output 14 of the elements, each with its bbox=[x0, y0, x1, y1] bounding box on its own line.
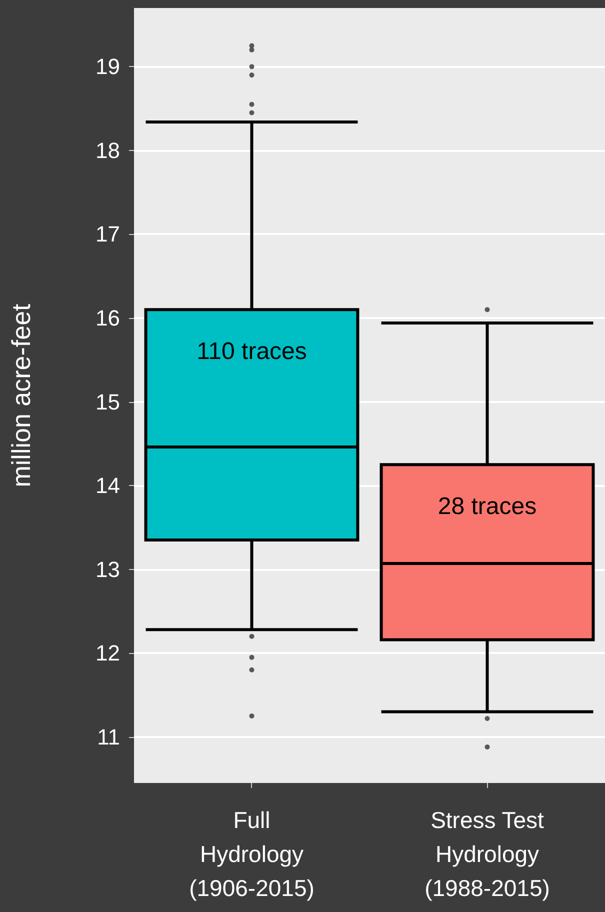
y-axis-title: million acre-feet bbox=[6, 302, 36, 488]
y-tick-label: 13 bbox=[96, 556, 120, 582]
x-tick-label: Full Hydrology (1906-2015) bbox=[189, 807, 314, 901]
y-tick-label: 11 bbox=[97, 724, 120, 750]
y-tick-label: 16 bbox=[96, 306, 120, 330]
y-tick-label: 18 bbox=[96, 138, 120, 163]
x-tick-label: Stress Test Hydrology (1988-2015) bbox=[424, 807, 550, 901]
annotation: 110 traces bbox=[196, 338, 307, 366]
y-tick-label: 17 bbox=[96, 222, 120, 247]
y-tick-label: 19 bbox=[96, 54, 120, 80]
y-tick-label: 15 bbox=[96, 389, 120, 414]
y-tick-label: 12 bbox=[96, 640, 120, 666]
annotation: 28 traces bbox=[438, 493, 537, 520]
y-tick-label: 14 bbox=[96, 473, 120, 498]
